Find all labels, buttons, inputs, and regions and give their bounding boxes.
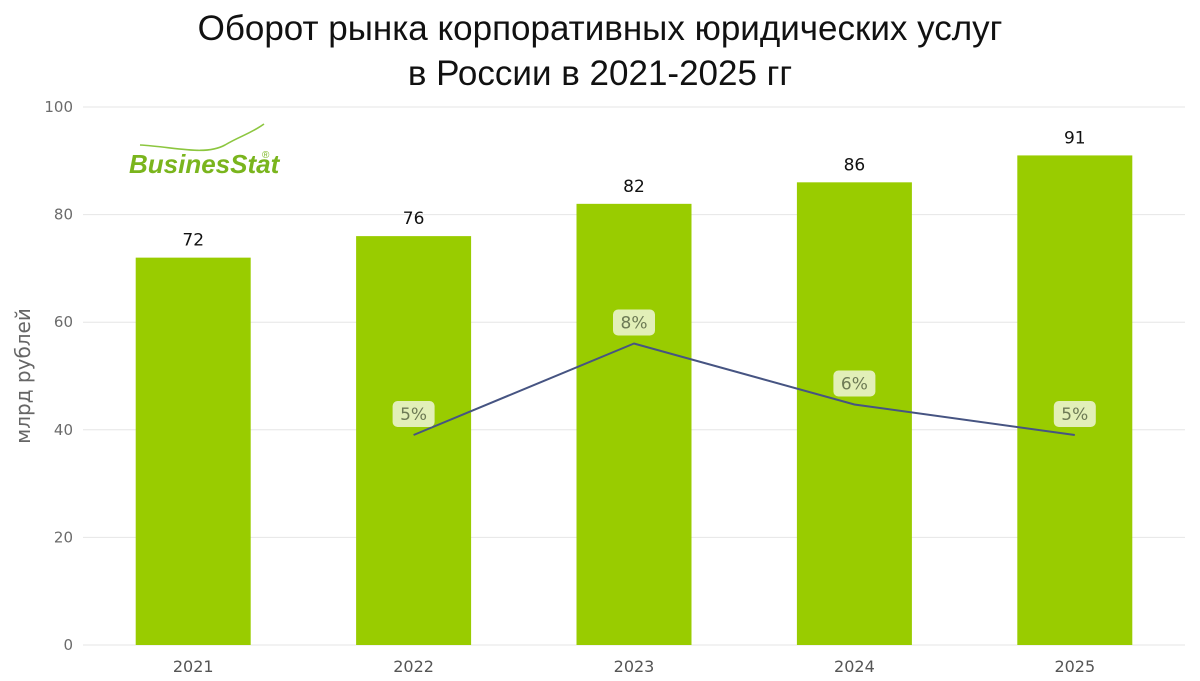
growth-label: 8% (613, 309, 655, 336)
y-tick-label: 40 (54, 421, 73, 439)
chart-title: Оборот рынка корпоративных юридических у… (0, 6, 1200, 96)
bar-2024 (796, 182, 912, 645)
growth-label-text: 5% (400, 405, 427, 425)
logo-text: BusinesStat (129, 149, 281, 179)
growth-label-text: 8% (621, 314, 648, 334)
x-tick-label: 2023 (614, 657, 655, 676)
y-tick-label: 80 (54, 206, 73, 224)
y-axis-label: млрд рублей (11, 308, 35, 444)
x-tick-label: 2024 (834, 657, 875, 676)
logo-swoosh (139, 123, 265, 152)
growth-label-text: 5% (1061, 405, 1088, 425)
bar-2023 (576, 203, 692, 645)
growth-line (413, 342, 1075, 436)
y-tick-label: 60 (54, 313, 73, 331)
growth-label: 5% (1053, 401, 1096, 427)
growth-label-bg (1053, 401, 1096, 427)
chart-title-line-1: Оборот рынка корпоративных юридических у… (197, 9, 1003, 48)
chart-title-line-2: в России в 2021-2025 гг (407, 54, 793, 93)
y-tick-label: 0 (63, 636, 73, 654)
businesstat-logo: BusinesStat ® (129, 123, 281, 179)
bar-value-label: 91 (1064, 128, 1086, 148)
growth-line-layer (413, 342, 1075, 436)
growth-label-bg (392, 401, 435, 427)
bar-2025 (1017, 155, 1133, 646)
growth-label: 5% (392, 401, 435, 427)
bar-value-label: 82 (623, 177, 645, 197)
x-tick-label: 2025 (1054, 657, 1095, 676)
y-tick-label: 20 (54, 528, 73, 546)
bar-value-label: 76 (403, 209, 425, 229)
bars (135, 155, 1133, 646)
growth-label-text: 6% (841, 375, 868, 395)
y-axis-ticks: 0 20 40 60 80 100 (44, 98, 73, 654)
bar-2021 (135, 257, 251, 645)
bar-value-label: 86 (844, 155, 866, 175)
y-tick-label: 100 (44, 98, 73, 116)
x-axis-ticks: 2021 2022 2023 2024 2025 (173, 657, 1095, 676)
bar-value-labels: 72 76 82 86 91 (182, 128, 1085, 250)
x-tick-label: 2022 (393, 657, 434, 676)
growth-label: 6% (833, 370, 876, 397)
x-tick-label: 2021 (173, 657, 214, 676)
logo-registered-mark: ® (262, 150, 270, 161)
growth-label-bg (613, 309, 655, 336)
bar-value-label: 72 (182, 231, 204, 251)
growth-labels: 5% 8% 6% 5% (392, 309, 1096, 427)
bar-2022 (356, 236, 472, 645)
growth-label-bg (833, 370, 876, 397)
